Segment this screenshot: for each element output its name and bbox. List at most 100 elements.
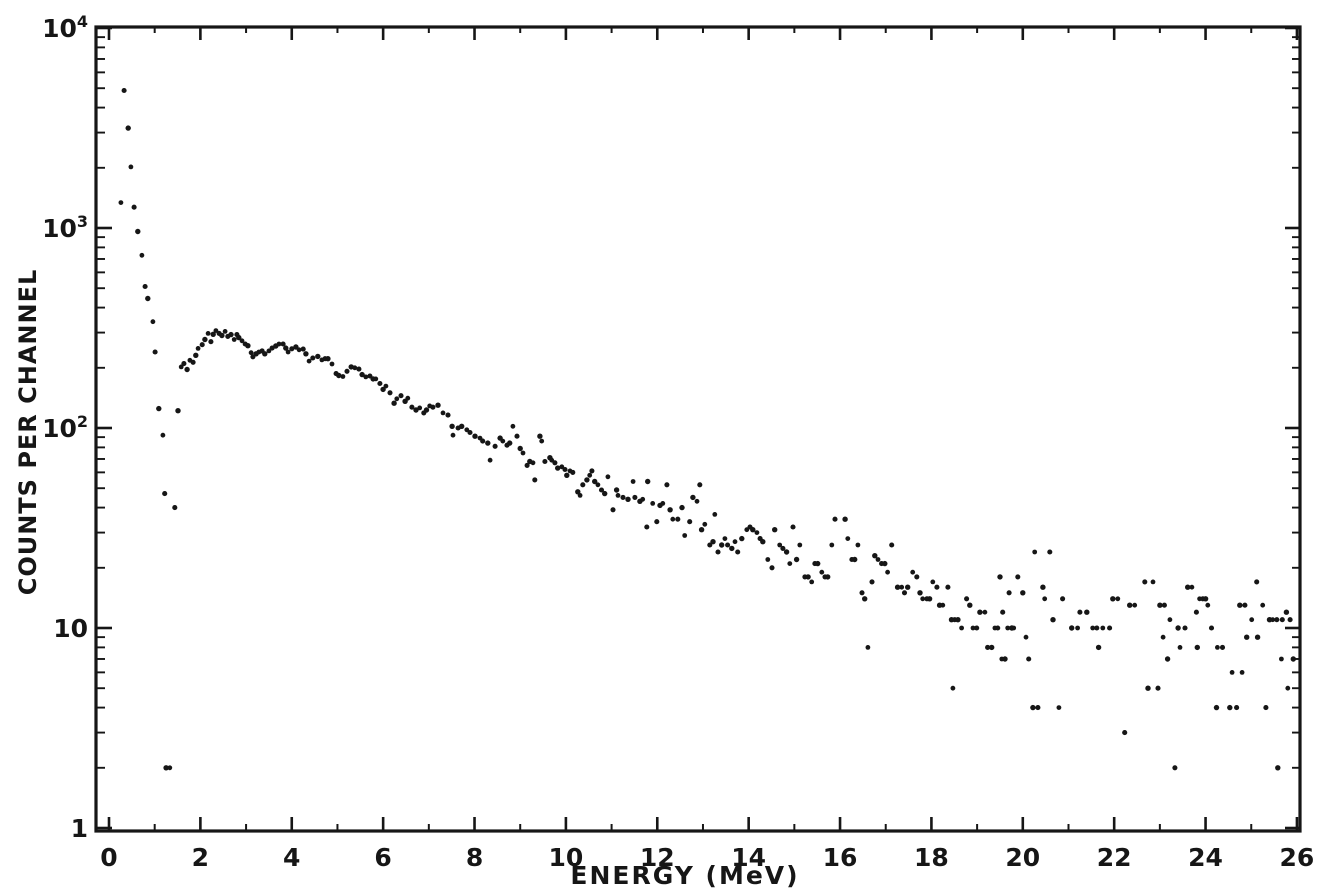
data-point [507,440,513,446]
data-point [682,533,688,538]
data-point [435,402,441,408]
data-point [598,487,605,493]
data-point [845,536,851,541]
x-axis-title: ENERGY (MeV) [570,861,799,890]
data-point [825,574,831,580]
data-point [228,331,234,338]
data-point [754,530,760,535]
data-point [1150,579,1156,585]
data-point [805,574,811,580]
data-point [650,501,656,506]
data-point [131,204,137,210]
data-point [1075,625,1080,631]
data-point [1002,656,1008,662]
data-point [640,496,646,502]
data-point [722,536,728,541]
data-point [175,408,181,414]
data-point [1239,670,1245,675]
data-point [592,478,598,485]
data-point [719,542,725,548]
data-point [213,328,219,333]
data-point [121,87,127,94]
data-point [487,457,493,463]
data-point [1279,656,1284,662]
data-point [885,569,890,575]
data-point [852,556,858,563]
data-point [1132,602,1138,608]
data-point [875,557,881,562]
data-point [712,512,718,517]
data-point [625,496,631,502]
data-point [580,482,586,488]
data-point [245,343,251,349]
x-tick-label: 8 [466,843,483,872]
data-point [595,482,601,488]
data-point [125,125,131,131]
data-point [1285,685,1291,691]
y-tick-label: 1 [71,814,88,843]
data-point [945,584,951,590]
data-point [537,433,543,439]
data-point [202,336,208,343]
data-point [1160,634,1166,640]
data-point [675,516,681,522]
data-point [1094,625,1100,631]
data-point [842,516,848,522]
data-point [205,331,211,336]
data-point [394,396,400,402]
data-point [780,545,786,551]
data-point [959,625,964,631]
data-point [667,507,673,513]
data-point [862,596,868,602]
data-point [1069,625,1075,631]
data-point [750,527,756,533]
data-point [1270,617,1276,623]
data-point [562,466,568,473]
data-point [514,433,520,439]
data-point [329,361,335,367]
data-point [920,596,926,602]
data-point [670,516,676,522]
data-point [423,407,430,413]
data-point [1234,705,1240,711]
data-point [832,516,838,522]
data-point [901,590,908,596]
data-point [1175,625,1181,631]
data-point [1157,602,1163,608]
data-point [417,405,423,411]
data-point [363,374,369,380]
data-point [387,390,393,396]
data-point [450,432,456,438]
x-tick-label: 0 [100,843,117,872]
data-point [383,383,389,389]
data-point [654,519,660,525]
data-point [517,445,523,452]
data-point [630,479,636,484]
data-point [160,432,166,438]
data-point [725,542,731,548]
data-point [1145,685,1151,691]
data-point [710,539,716,545]
x-tick-label: 18 [914,843,949,872]
data-point [645,478,651,485]
data-point [445,412,451,418]
data-point [1047,549,1053,555]
data-point [964,596,970,602]
y-tick-label: 10 [53,614,88,643]
data-point [231,337,237,342]
data-point [889,542,895,548]
data-point [1161,602,1167,608]
data-point [356,366,362,372]
data-point [1115,596,1121,602]
data-point [142,283,148,290]
data-point [1164,656,1171,662]
data-point [1290,656,1297,662]
y-axis-title: COUNTS PER CHANNEL [14,269,42,596]
data-point [380,386,386,393]
data-point [552,460,558,466]
data-point [208,339,214,345]
data-point [970,625,976,631]
x-tick-label: 6 [374,843,391,872]
